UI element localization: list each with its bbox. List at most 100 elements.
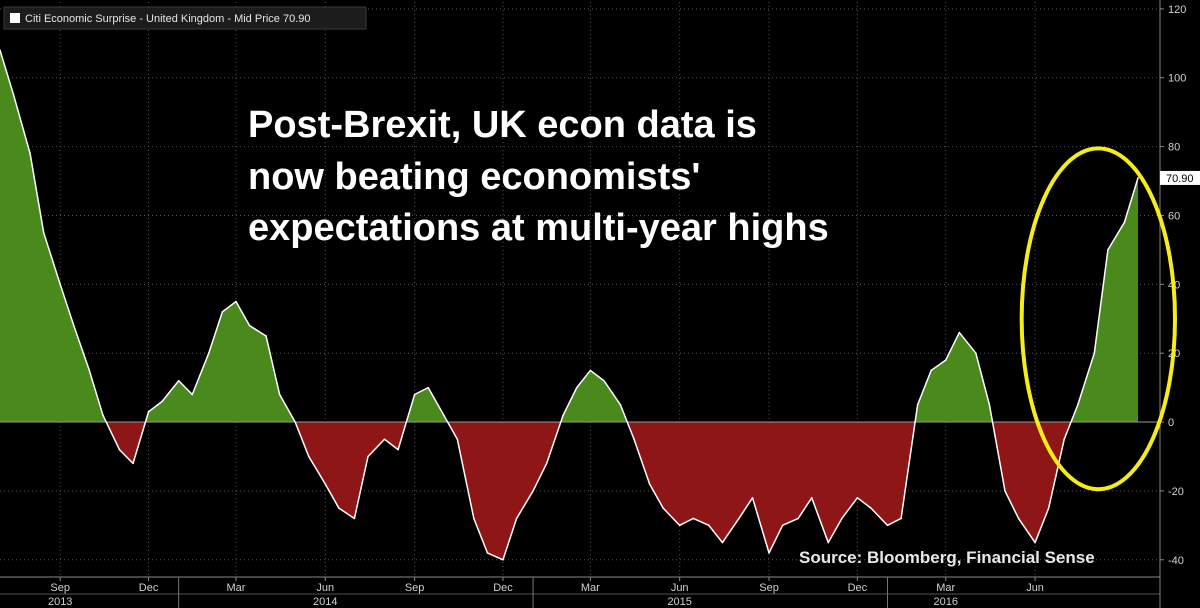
year-label: 2013 <box>48 596 72 608</box>
data-point <box>235 300 237 303</box>
x-tick-label: Jun <box>316 582 334 594</box>
y-tick-label: 60 <box>1168 210 1180 222</box>
data-point <box>42 231 45 234</box>
legend-box <box>3 6 367 30</box>
data-point <box>147 410 150 413</box>
y-tick-label: 120 <box>1168 4 1186 16</box>
data-point <box>265 335 267 337</box>
data-point <box>1076 404 1079 406</box>
legend: Citi Economic Surprise - United Kingdom … <box>3 6 367 30</box>
year-label: 2014 <box>313 596 337 608</box>
data-point <box>1063 438 1066 441</box>
headline-line-2: now beating economists' <box>248 156 700 198</box>
y-tick-label: -40 <box>1168 555 1184 567</box>
data-point <box>72 324 75 327</box>
data-line <box>0 49 1139 561</box>
x-tick-label: Jun <box>1026 582 1044 594</box>
data-point <box>324 483 327 485</box>
data-point <box>841 517 843 520</box>
data-point <box>856 497 859 499</box>
data-point <box>870 507 872 509</box>
data-point <box>12 94 15 96</box>
data-point <box>367 455 369 458</box>
y-tick-label: 80 <box>1168 142 1180 154</box>
data-point <box>278 393 281 396</box>
y-tick-label: 100 <box>1168 73 1186 85</box>
data-point <box>88 369 91 372</box>
data-point <box>177 379 180 382</box>
data-point <box>383 438 386 441</box>
x-tick-label: Mar <box>226 582 245 594</box>
data-point <box>781 524 784 527</box>
x-tick-label: Dec <box>493 582 513 594</box>
data-point <box>191 393 194 396</box>
data-point <box>1093 352 1096 354</box>
highlight-ellipse <box>1019 146 1177 492</box>
legend-label: Citi Economic Surprise - United Kingdom … <box>25 13 311 25</box>
data-point <box>0 49 1 52</box>
x-tick-label: Mar <box>581 582 600 594</box>
data-point <box>29 152 31 155</box>
x-tick-label: Jun <box>671 582 689 594</box>
negative-area <box>0 422 1138 560</box>
data-point <box>662 507 664 509</box>
y-axis-band <box>1160 0 1200 608</box>
data-point <box>515 517 518 520</box>
data-area <box>0 50 1160 560</box>
headline-line-1: Post-Brexit, UK econ data is <box>248 104 757 146</box>
data-point <box>545 462 548 465</box>
data-point <box>1107 249 1109 251</box>
data-point <box>397 448 399 451</box>
x-axis: Sep Dec Mar Jun Sep Dec Mar Jun Sep Dec Mar Jun 2013… <box>0 576 1160 608</box>
data-point <box>603 379 605 382</box>
data-point <box>768 552 770 554</box>
data-point <box>1004 490 1006 492</box>
data-point <box>738 517 740 520</box>
year-label: 2016 <box>934 596 958 608</box>
source-note: Source: Bloomberg, Financial Sense <box>799 548 1095 567</box>
data-point <box>827 541 830 544</box>
data-point <box>916 404 919 406</box>
last-price-box <box>1160 170 1200 185</box>
x-tick-label: Sep <box>50 582 70 594</box>
data-point <box>307 455 310 458</box>
y-tick-label: 0 <box>1168 417 1174 429</box>
data-point <box>442 414 445 416</box>
last-price-tag: 70.90 <box>1160 170 1200 185</box>
x-tick-label: Dec <box>848 582 868 594</box>
data-point <box>102 414 104 416</box>
data-point <box>589 369 592 372</box>
data-point <box>900 517 902 520</box>
data-point <box>132 462 134 465</box>
x-tick-label: Mar <box>936 582 955 594</box>
data-point <box>886 524 889 527</box>
data-point <box>692 517 695 520</box>
data-point <box>486 552 489 554</box>
data-point <box>221 311 224 313</box>
data-point <box>619 404 622 406</box>
data-point <box>633 438 635 441</box>
x-tick-label: Sep <box>759 582 779 594</box>
data-point <box>427 386 430 389</box>
data-point <box>1123 221 1126 224</box>
data-point <box>502 558 504 561</box>
series-line <box>0 49 1139 561</box>
headline: Post-Brexit, UK econ data is now beating… <box>248 104 829 249</box>
data-point <box>648 483 651 485</box>
data-point <box>575 386 578 389</box>
data-point <box>59 283 62 286</box>
data-point <box>562 414 564 416</box>
data-point <box>248 324 251 327</box>
data-point <box>944 359 947 361</box>
data-point <box>988 404 991 406</box>
x-axis-band <box>0 577 1160 608</box>
data-point <box>294 421 296 423</box>
data-point <box>413 393 416 396</box>
data-point <box>721 541 724 544</box>
data-point <box>708 524 710 527</box>
year-label: 2015 <box>667 596 691 608</box>
data-point <box>1047 507 1050 509</box>
